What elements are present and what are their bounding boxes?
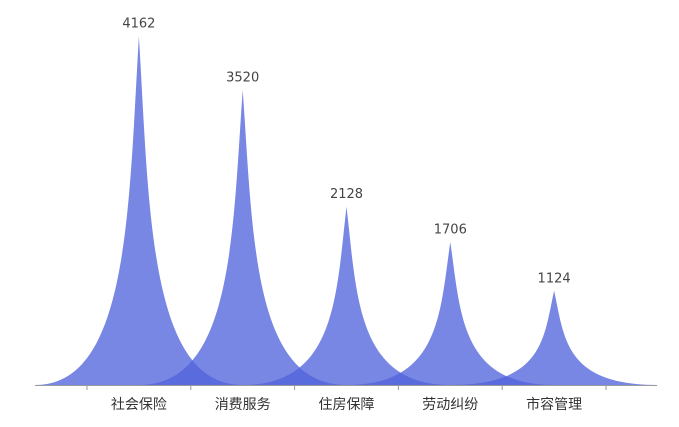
x-tick-label: 劳动纠纷 [422, 397, 478, 413]
value-label: 2128 [330, 187, 363, 202]
value-label: 4162 [122, 17, 155, 32]
x-tick-label: 社会保险 [111, 397, 167, 413]
value-label: 1706 [434, 223, 467, 238]
x-tick-label: 市容管理 [526, 396, 582, 413]
value-label: 3520 [226, 70, 259, 85]
spike [450, 290, 658, 385]
spike [242, 206, 451, 385]
spike [346, 242, 555, 385]
x-tick-label: 消费服务 [215, 397, 271, 413]
spike [35, 36, 243, 386]
value-label: 1124 [538, 271, 571, 286]
spike [138, 89, 347, 385]
x-tick-label: 住房保障 [319, 397, 375, 413]
